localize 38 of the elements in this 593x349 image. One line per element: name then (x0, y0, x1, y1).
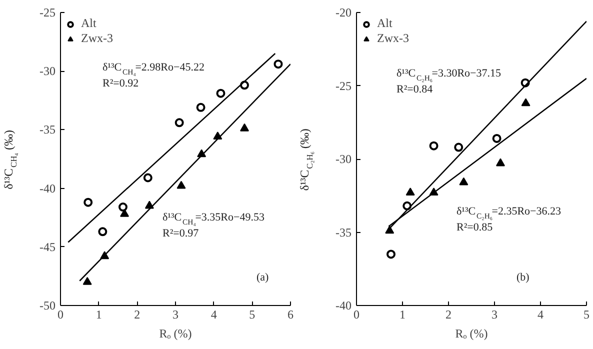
x-tick-label: 5 (584, 308, 590, 322)
y-tick-label: -45 (40, 240, 56, 254)
y-tick-label: -35 (336, 225, 352, 240)
legend-label: Zwx-3 (81, 31, 113, 46)
y-axis-title: δ¹³CCH₄ (‰) (2, 130, 18, 190)
x-tick-label: 2 (446, 308, 452, 322)
x-tick-label: 2 (134, 308, 140, 322)
x-tick-label: 1 (96, 308, 102, 322)
legend-label: Zwx-3 (377, 31, 409, 46)
y-tick-label: -35 (40, 122, 56, 137)
y-tick-label: -20 (336, 6, 352, 20)
annotation: R²=0.97 (162, 228, 200, 240)
x-tick-label: 4 (210, 308, 217, 322)
x-tick-label: 1 (400, 308, 406, 322)
y-tick-label: -40 (40, 181, 56, 196)
legend-label: Alt (377, 16, 394, 31)
legend-label: Alt (81, 16, 98, 31)
y-tick-label: -25 (336, 78, 352, 93)
annotation: (b) (516, 272, 530, 284)
annotation: (a) (256, 272, 270, 284)
annotation: R²=0.84 (396, 84, 434, 96)
y-axis-title: δ¹³CC₂H₆ (‰) (298, 128, 314, 191)
y-tick-label: -30 (336, 152, 352, 166)
x-tick-label: 6 (288, 308, 294, 322)
y-tick-label: -50 (40, 298, 56, 312)
x-axis-title: Rₒ (%) (455, 326, 488, 340)
x-tick-label: 5 (249, 308, 256, 322)
y-tick-label: -40 (336, 298, 352, 312)
x-tick-label: 4 (538, 308, 544, 322)
x-tick-label: 3 (492, 308, 498, 322)
y-tick-label: -30 (40, 64, 56, 78)
annotation: R²=0.92 (102, 78, 139, 90)
y-tick-label: -25 (40, 6, 56, 20)
x-tick-label: 0 (58, 308, 64, 322)
x-tick-label: 0 (354, 308, 360, 322)
x-axis-title: Rₒ (%) (159, 326, 192, 340)
x-tick-label: 3 (172, 308, 178, 322)
annotation: R²=0.85 (456, 222, 494, 234)
